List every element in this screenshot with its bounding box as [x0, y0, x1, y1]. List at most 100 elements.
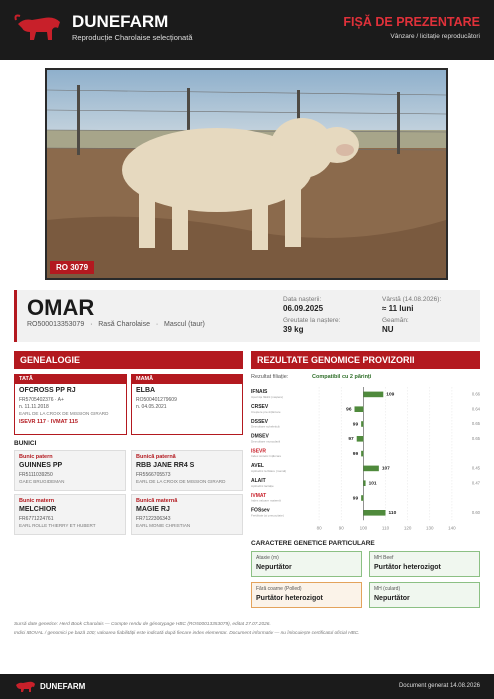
grandparents-title: BUNICI [14, 440, 37, 447]
trait-label: Fără coarne (Polled) [256, 586, 302, 592]
grandparent-breeder: GAEC BRUGIDEMAN [19, 479, 65, 484]
photo [47, 70, 446, 278]
identity-panel: OMAR RO500013353079 · Rasă Charolaise · … [14, 290, 480, 342]
grandparent-name: MELCHIOR [19, 506, 57, 513]
grandparent-reg: FR5111039250 [19, 472, 53, 478]
separator: · [155, 321, 159, 328]
grandparent-card: Bunică paternă RBB JANE RR4 S FR5566705573… [131, 450, 243, 491]
dam-born: n. 04.05.2021 [136, 404, 167, 410]
category-description: Ușurința fătării (naștere) [251, 395, 283, 399]
filiation-value: Compatibil cu 2 părinți [312, 374, 372, 380]
category-description: Creștere pre-înțărcare [251, 410, 281, 414]
trait-card: MH (culard) Nepurtător [369, 582, 480, 608]
value-label: 99 [353, 451, 359, 457]
value-label: 99 [353, 495, 359, 501]
reliability: 0.45 [472, 466, 480, 471]
bar [363, 510, 386, 516]
dam-reg: RO500401279609 [136, 397, 177, 403]
category-label: IVMAT [251, 493, 266, 499]
bar [354, 406, 364, 412]
trait-card: MH Beef Purtător heterozigot [369, 551, 480, 577]
value-label: 101 [369, 480, 377, 486]
grandparent-breeder: EARL MONIE CHRISTIAN [136, 523, 191, 528]
field-value: ≈ 11 luni [382, 304, 414, 313]
footer-generated: Document generat 14.08.2026 [398, 683, 480, 689]
sire-born: n. 11.11.2018 [19, 404, 49, 410]
photo-tag: RO 3079 [50, 261, 95, 274]
card-label: Bunic patern [19, 454, 53, 460]
trait-status: Nepurtător [374, 595, 410, 602]
grandparent-name: MAGIE RJ [136, 506, 170, 513]
field-label: Geamăn: [382, 317, 409, 324]
reliability: 0.65 [472, 436, 480, 441]
doc-title: FIȘĂ DE PREZENTARE [343, 15, 480, 29]
dam-card: MAMĂ ELBA RO500401279609 n. 04.05.2021 [131, 374, 243, 435]
animal-name: OMAR [27, 295, 95, 320]
reliability: 0.65 [472, 421, 480, 426]
category-label: ISEVR [251, 448, 266, 454]
value-label: 96 [346, 406, 352, 412]
trait-status: Purtător heterozigot [374, 564, 441, 571]
tagline: Reproducție Charolaise selecționată [72, 33, 193, 42]
section-title: GENEALOGIE [14, 351, 243, 369]
grandparent-breeder: EARL ROLLE THIERRY ET HUBERT [19, 523, 96, 528]
category-description: Dezvoltare musculară [251, 439, 280, 443]
bar [363, 480, 366, 486]
field-label: Greutate la naștere: [283, 317, 341, 324]
bar [361, 495, 364, 501]
reliability: 0.60 [472, 510, 480, 515]
card-label: MAMĂ [136, 376, 154, 382]
reliability: 0.47 [472, 480, 480, 485]
category-description: Index valoare maternă [251, 499, 281, 503]
dam-name: ELBA [136, 387, 156, 394]
trait-label: MH Beef [374, 555, 394, 561]
filiation-label: Rezultat filiație: [251, 374, 289, 380]
card-label: Bunică maternă [136, 498, 178, 504]
bar [356, 436, 364, 442]
x-tick-label: 80 [317, 525, 323, 530]
trait-card: Fără coarne (Polled) Purtător heterozigot [251, 582, 362, 608]
field-value: 06.09.2025 [283, 304, 324, 313]
trait-status: Nepurtător [256, 564, 292, 571]
grandparent-breeder: EARL DE LA CROIX DE MISSION GIRARD [136, 479, 226, 484]
traits-title: CARACTERE GENETICE PARTICULARE [251, 540, 375, 547]
separator: · [90, 321, 93, 328]
grandparent-name: GUINNES PP [19, 462, 63, 469]
category-description: Dezvoltare scheletică [251, 425, 280, 429]
doc-subtitle: Vânzare / licitație reproducători [390, 33, 480, 40]
footer-brand: DUNEFARM [40, 682, 86, 691]
sire-breeder: EARL DE LA CROIX DE MISSION GIRARD [19, 411, 109, 416]
field-value: 39 kg [283, 325, 304, 334]
category-label: IFNAIS [251, 389, 268, 395]
field-label: Vârstă (14.08.2026): [382, 296, 442, 303]
sire-reg: FR5705402376 · A+ [19, 397, 64, 403]
trait-label: MH (culard) [374, 586, 401, 592]
x-tick-label: 90 [339, 525, 345, 530]
header: DUNEFARM Reproducție Charolaise selecțio… [0, 0, 494, 60]
x-tick-label: 100 [360, 525, 368, 530]
value-label: 107 [382, 466, 390, 472]
grandparent-reg: FR7122306343 [136, 516, 171, 522]
x-tick-label: 110 [382, 525, 390, 530]
trait-label: Ataxie (m) [256, 555, 279, 561]
category-label: DMSEV [251, 434, 269, 440]
grandparent-reg: FR6771224761 [19, 516, 54, 522]
category-description: Aptitudini lactație [251, 484, 274, 488]
sire-name: OFCROSS PP RJ [19, 387, 76, 394]
bar [361, 421, 364, 427]
logo [14, 14, 60, 40]
x-tick-label: 140 [448, 525, 456, 530]
category-description: Index sintetic înțărcare [251, 454, 282, 458]
field-value: NU [382, 325, 394, 334]
note: Sursă date genetice: Herd Book Charolais… [14, 622, 271, 627]
field-label: Data nașterii: [283, 296, 322, 303]
grandparent-reg: FR5566705573 [136, 472, 171, 478]
animal-sex: Mascul (taur) [164, 321, 205, 328]
grandparent-card: Bunic patern GUINNES PP FR5111039250 GAEC B… [14, 450, 126, 491]
x-tick-label: 120 [404, 525, 412, 530]
card-label: Bunic matern [19, 498, 55, 504]
reliability: 0.66 [472, 392, 480, 397]
footer: DUNEFARM Document generat 14.08.2026 [0, 674, 494, 699]
